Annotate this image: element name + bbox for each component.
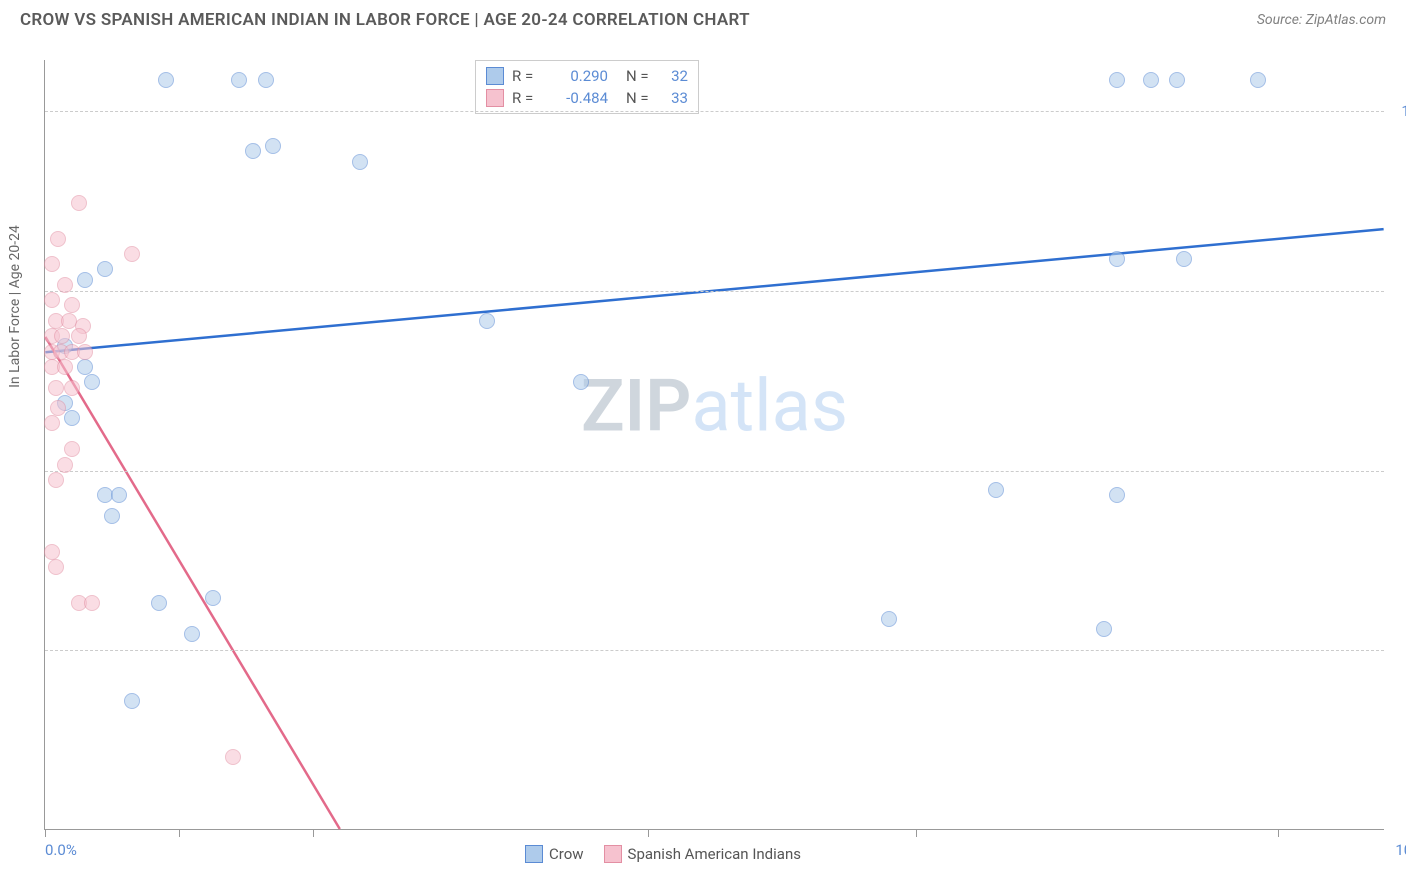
x-tick [1278,829,1279,837]
data-point [48,559,64,575]
data-point [479,313,495,329]
legend-swatch [486,67,504,85]
data-point [54,328,70,344]
data-point [64,441,80,457]
x-tick [45,829,46,837]
r-value: 0.290 [548,67,608,85]
n-value: 32 [662,67,688,85]
n-label: N = [626,67,654,85]
data-point [84,374,100,390]
legend-stats-row: R = 0.290 N = 32 [486,65,688,87]
scatter-chart: ZIPatlas In Labor Force | Age 20-24 R =0… [44,60,1384,830]
r-label: R = [512,67,540,85]
data-point [64,297,80,313]
legend-swatch [604,845,622,863]
x-tick [916,829,917,837]
data-point [265,138,281,154]
data-point [1109,72,1125,88]
data-point [71,195,87,211]
gridline-h [45,111,1384,112]
gridline-h [45,650,1384,651]
data-point [71,328,87,344]
data-point [44,256,60,272]
chart-title: CROW VS SPANISH AMERICAN INDIAN IN LABOR… [20,10,750,30]
legend-swatch [486,89,504,107]
gridline-h [45,471,1384,472]
y-tick-label: 100.0% [1401,102,1406,120]
x-tick [648,829,649,837]
trend-lines [45,60,1384,829]
data-point [1250,72,1266,88]
data-point [48,472,64,488]
data-point [225,749,241,765]
data-point [64,410,80,426]
data-point [57,359,73,375]
data-point [57,277,73,293]
data-point [124,693,140,709]
legend-series-label: Crow [549,845,584,863]
data-point [158,72,174,88]
data-point [104,508,120,524]
legend-stats: R = 0.290 N = 32 R = -0.484 N = 33 [475,60,699,114]
data-point [184,626,200,642]
data-point [48,380,64,396]
data-point [1143,72,1159,88]
data-point [1109,251,1125,267]
data-point [151,595,167,611]
legend-swatch [525,845,543,863]
data-point [97,261,113,277]
data-point [77,359,93,375]
data-point [1109,487,1125,503]
legend-series-label: Spanish American Indians [628,845,801,863]
data-point [988,482,1004,498]
data-point [77,344,93,360]
data-point [231,72,247,88]
legend-series-item: Crow [525,845,584,863]
data-point [205,590,221,606]
legend-stats-row: R = -0.484 N = 33 [486,87,688,109]
data-point [573,374,589,390]
legend-series: Crow Spanish American Indians [525,845,801,863]
x-axis-max-label: 100.0% [1395,841,1406,859]
data-point [352,154,368,170]
data-point [84,595,100,611]
data-point [124,246,140,262]
data-point [50,400,66,416]
x-tick [179,829,180,837]
r-label: R = [512,89,540,107]
data-point [77,272,93,288]
data-point [50,231,66,247]
chart-header: CROW VS SPANISH AMERICAN INDIAN IN LABOR… [0,0,1406,40]
chart-source: Source: ZipAtlas.com [1257,12,1386,28]
x-axis-min-label: 0.0% [45,841,77,859]
data-point [245,143,261,159]
x-tick [313,829,314,837]
data-point [44,544,60,560]
data-point [57,457,73,473]
data-point [44,415,60,431]
data-point [111,487,127,503]
gridline-h [45,291,1384,292]
data-point [1176,251,1192,267]
data-point [1169,72,1185,88]
n-label: N = [626,89,654,107]
y-axis-label: In Labor Force | Age 20-24 [7,225,23,388]
n-value: 33 [662,89,688,107]
data-point [258,72,274,88]
data-point [64,380,80,396]
data-point [1096,621,1112,637]
data-point [44,292,60,308]
data-point [881,611,897,627]
r-value: -0.484 [548,89,608,107]
legend-series-item: Spanish American Indians [604,845,801,863]
